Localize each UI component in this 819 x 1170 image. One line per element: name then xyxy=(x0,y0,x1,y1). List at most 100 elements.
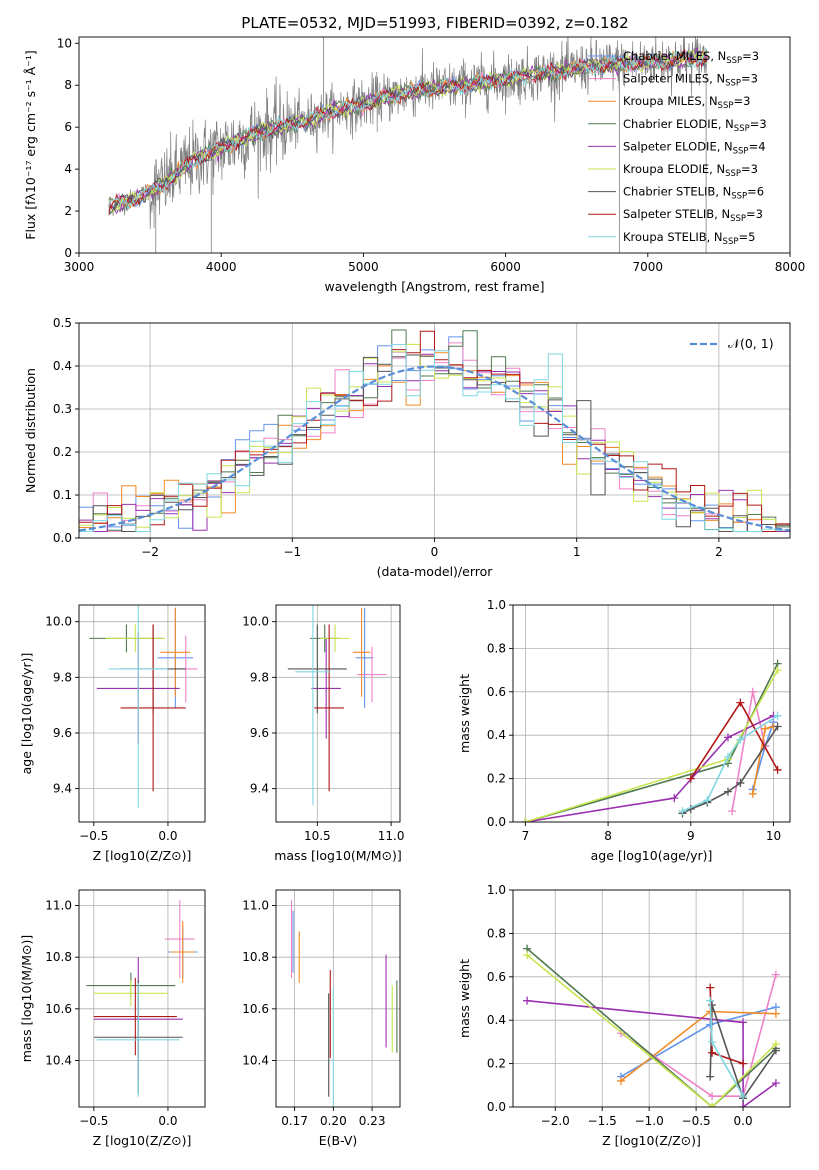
x-tick-label: 8 xyxy=(604,829,612,843)
legend-label-base: Kroupa STELIB, N xyxy=(623,230,723,244)
x-axis-label: mass [log10(M/M⊙)] xyxy=(274,848,402,863)
normal-reference-curve xyxy=(79,365,790,532)
weight-marker xyxy=(708,1103,717,1107)
weight-marker xyxy=(739,1092,748,1101)
x-tick-label: 0.17 xyxy=(281,1114,308,1128)
weight-marker xyxy=(523,951,532,960)
legend-label: Kroupa MILES, NSSP=3 xyxy=(623,94,750,111)
y-tick-label: 1.0 xyxy=(487,883,506,897)
legend-label-base: Chabrier ELODIE, N xyxy=(623,117,734,131)
axes-frame xyxy=(78,36,791,254)
y-tick-label: 10.4 xyxy=(45,1054,72,1068)
legend-label-sub: SSP xyxy=(726,56,742,66)
x-tick-label: −0.5 xyxy=(79,1114,108,1128)
y-axis-label: Flux [fλ10⁻¹⁷ erg cm⁻² s⁻¹ Å⁻¹] xyxy=(23,50,38,239)
weight-marker xyxy=(616,1076,625,1085)
y-tick-label: 11.0 xyxy=(45,899,72,913)
weight-marker xyxy=(686,774,695,783)
weight-marker xyxy=(523,996,532,1005)
x-tick-label: −1.5 xyxy=(588,1114,617,1128)
weight-marker xyxy=(773,666,782,675)
y-tick-label: 0.8 xyxy=(487,926,506,940)
weight-marker xyxy=(736,735,745,744)
x-tick-label: 0.23 xyxy=(359,1114,386,1128)
mass-vs-z-panel: −0.5 0.0 10.4 10.6 10.8 11.0 Z [log10(Z/Z⊙)] ma… xyxy=(19,889,206,1148)
axes-frame xyxy=(275,604,401,823)
x-tick-label: 2 xyxy=(715,545,723,559)
y-axis-label: age [log10(age/yr)] xyxy=(19,653,34,775)
residuals-panel: −2 −1 0 1 2 0.0 0.1 0.2 0.3 0.4 0.5 (data-model)/er… xyxy=(23,316,791,579)
model-line-kroupa-stelib xyxy=(108,47,708,211)
y-tick-label: 0.4 xyxy=(487,1013,506,1027)
weight-marker xyxy=(708,1037,717,1046)
y-tick-label: 0.2 xyxy=(53,445,72,459)
x-tick-label: 11.0 xyxy=(378,829,405,843)
model-line-salpeter-elodie xyxy=(108,46,708,215)
y-tick-label: 0.5 xyxy=(53,316,72,330)
x-axis-label: Z [log10(Z/Z⊙)] xyxy=(93,848,192,863)
grid xyxy=(79,605,205,822)
weight-marker xyxy=(706,1072,715,1081)
x-axis-label: Z [log10(Z/Z⊙)] xyxy=(93,1133,192,1148)
y-tick-label: 10.4 xyxy=(242,1054,269,1068)
y-tick-label: 10.6 xyxy=(242,1002,269,1016)
legend-label: Salpeter STELIB, NSSP=3 xyxy=(623,207,763,224)
weight-marker xyxy=(761,724,770,733)
legend-label-sub: SSP xyxy=(725,79,741,89)
y-tick-label: 8 xyxy=(64,78,72,92)
y-tick-label: 0.6 xyxy=(487,970,506,984)
y-tick-label: 0.3 xyxy=(53,402,72,416)
y-tick-label: 9.8 xyxy=(250,670,269,684)
legend-label-base: Kroupa ELODIE, N xyxy=(623,162,725,176)
legend-label-tail: =4 xyxy=(749,139,766,153)
weight-marker xyxy=(706,983,715,992)
y-tick-label: 10.0 xyxy=(242,615,269,629)
weight-marker xyxy=(748,789,757,798)
model-line-chabrier-elodie xyxy=(108,50,708,212)
plot-area xyxy=(523,944,780,1107)
y-tick-label: 0.0 xyxy=(53,531,72,545)
x-axis-label: wavelength [Angstrom, rest frame] xyxy=(324,279,544,294)
y-tick-label: 0 xyxy=(64,246,72,260)
weight-marker xyxy=(748,687,757,696)
y-tick-label: 9.6 xyxy=(53,726,72,740)
weight-line-chabrier-stelib xyxy=(682,726,779,815)
y-tick-label: 0.6 xyxy=(487,685,506,699)
weight-line-salpeter-miles xyxy=(620,974,777,1097)
weight-marker xyxy=(728,807,737,816)
legend-label-base: Salpeter ELODIE, N xyxy=(623,139,733,153)
y-axis-label: Normed distribution xyxy=(23,368,38,493)
weight-marker xyxy=(723,787,732,796)
y-tick-label: 0.0 xyxy=(487,1100,506,1114)
y-tick-label: 2 xyxy=(64,204,72,218)
legend-label-sub: SSP xyxy=(731,192,747,202)
x-tick-label: 0 xyxy=(431,545,439,559)
plot-area xyxy=(521,659,782,822)
x-tick-label: 4000 xyxy=(206,260,237,274)
y-tick-label: 9.8 xyxy=(53,670,72,684)
axes-frame xyxy=(275,889,401,1108)
x-tick-label: −1.0 xyxy=(635,1114,664,1128)
y-tick-label: 0.8 xyxy=(487,641,506,655)
y-tick-label: 0.0 xyxy=(487,815,506,829)
legend-label-tail: =3 xyxy=(733,94,750,108)
weight-marker xyxy=(771,1046,780,1055)
weight-line-kroupa-elodie xyxy=(525,669,779,822)
axes-frame xyxy=(78,889,206,1108)
y-tick-label: 0.4 xyxy=(487,728,506,742)
y-tick-label: 1.0 xyxy=(487,598,506,612)
legend-label-sub: SSP xyxy=(734,124,750,134)
legend-label-tail: =5 xyxy=(738,230,755,244)
grid xyxy=(276,605,400,822)
spectrum-panel: 3000 4000 5000 6000 7000 8000 0 2 4 6 8 10 wavelengt… xyxy=(23,36,805,294)
weight-marker xyxy=(670,794,679,803)
y-tick-label: 10.8 xyxy=(45,950,72,964)
y-tick-label: 6 xyxy=(64,120,72,134)
weight-marker xyxy=(708,1001,717,1010)
weight-line-kroupa-elodie xyxy=(526,954,777,1107)
histogram-kroupa-elodie xyxy=(79,343,790,532)
weight-marker xyxy=(708,1092,717,1101)
y-tick-label: 10.0 xyxy=(45,615,72,629)
legend-label-tail: =3 xyxy=(742,49,759,63)
